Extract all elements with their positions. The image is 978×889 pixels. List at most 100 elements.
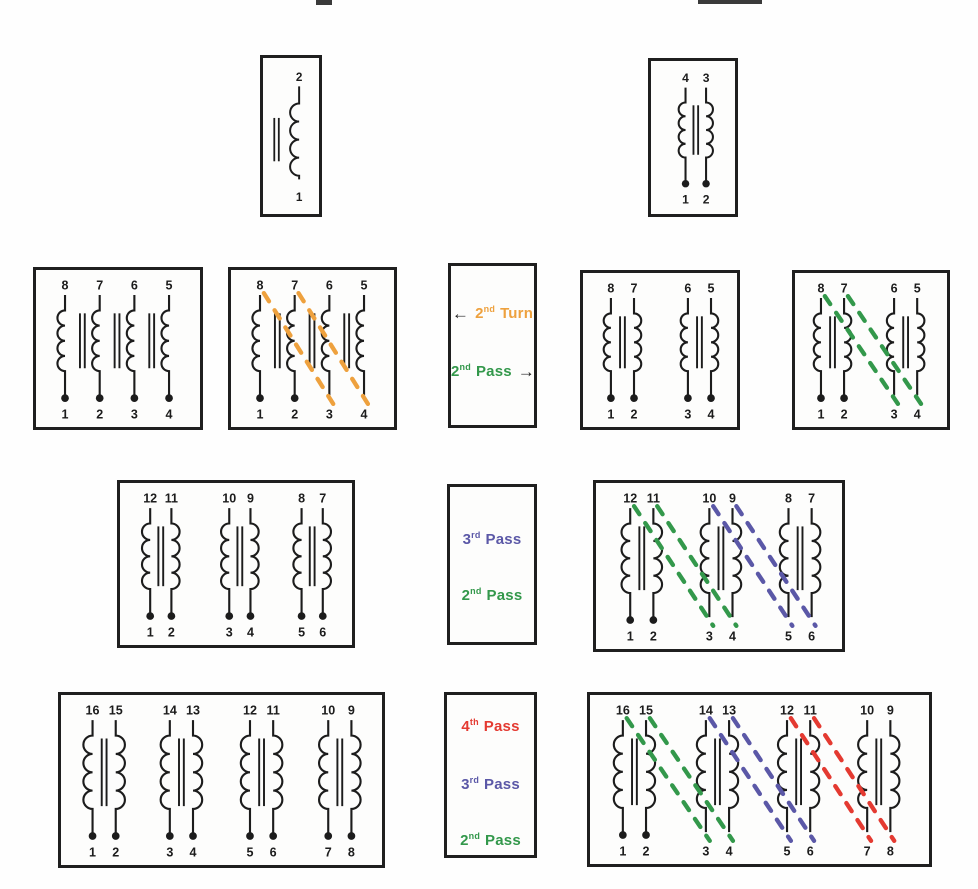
pass-line-orange [261, 290, 336, 407]
pin-number-bottom: 5 [247, 845, 254, 859]
schematic-four-windings-plain: 8 1 7 2 6 3 5 4 [33, 267, 203, 430]
winding-coil [731, 508, 743, 618]
pin-number-bottom: 4 [166, 407, 173, 421]
pin-number-top: 7 [319, 491, 326, 505]
polarity-dot [347, 832, 356, 840]
polarity-dot [189, 832, 197, 840]
legend-row3: 3rd Pass 2nd Pass [447, 484, 537, 645]
cropped-text-artifact [698, 0, 762, 4]
winding-coil [695, 720, 707, 833]
pin-number-top: 6 [684, 281, 691, 295]
legend-word: Turn [500, 305, 534, 322]
winding-coil [239, 720, 252, 834]
pin-number-bottom: 6 [808, 629, 815, 643]
pin-number-bottom: 4 [190, 845, 197, 859]
polarity-dot [318, 612, 327, 620]
polarity-dot [630, 394, 638, 402]
schematic-one-pair: 4 1 3 2 [648, 58, 738, 217]
pin-number-bottom: 2 [631, 407, 638, 421]
pin-number-bottom: 1 [62, 407, 69, 421]
legend-ordinal: 3 [461, 776, 470, 793]
polarity-dot [146, 612, 155, 620]
schematic-drawing: 21 [273, 71, 303, 204]
polarity-dot [167, 612, 176, 620]
winding-coil [632, 298, 643, 396]
legend-ordinal: 2 [451, 363, 460, 380]
pin-number-bottom: 1 [627, 629, 634, 643]
winding-coil [251, 295, 262, 396]
polarity-dot [607, 394, 615, 402]
polarity-dot [95, 394, 104, 402]
pin-number-bottom: 4 [726, 844, 733, 858]
pin-number-bottom: 1 [257, 407, 264, 421]
pin-number-bottom: 4 [361, 407, 368, 421]
pin-number-top: 9 [247, 491, 254, 505]
winding-coil [699, 508, 711, 618]
legend-label: 2nd Pass [447, 831, 534, 849]
pass-line-red [788, 716, 874, 843]
pin-number-bottom: 4 [914, 407, 921, 421]
winding-coil [843, 298, 853, 396]
schematic-drawing: 8 1 7 2 6 3 5 4 [56, 278, 173, 421]
winding-coil [159, 720, 171, 834]
pin-number-bottom: 1 [89, 845, 96, 859]
pin-number-top: 15 [109, 703, 123, 717]
winding-coil [644, 720, 657, 833]
legend-row2: ← 2nd Turn 2nd Pass → [448, 263, 537, 428]
winding-coil [728, 720, 740, 833]
legend-word: Pass [486, 587, 523, 604]
pass-line-blue [707, 716, 794, 843]
polarity-dot [649, 616, 658, 624]
pin-number-top: 12 [623, 491, 637, 505]
pin-number-bottom: 3 [131, 407, 138, 421]
pin-number-bottom: 3 [702, 844, 709, 858]
pin-number-bottom: 2 [703, 192, 710, 206]
polarity-dot [165, 832, 174, 840]
winding-coil [776, 720, 789, 833]
legend-ordinal-suffix: rd [469, 775, 480, 785]
pass-line-green [845, 293, 924, 407]
legend-ordinal-suffix: nd [483, 304, 496, 314]
winding-coil [677, 87, 687, 181]
polarity-dot [256, 394, 264, 402]
pin-number-top: 8 [817, 281, 824, 295]
polarity-dot [324, 832, 333, 840]
legend-word: Pass [483, 718, 520, 735]
winding-coil [318, 720, 330, 834]
schematic-drawing: 8 1 7 2 6 3 5 4 [251, 278, 371, 421]
winding-coil [602, 298, 612, 396]
schematic-two-pairs-plain: 8 1 7 2 6 3 5 4 [580, 270, 740, 430]
legend-ordinal: 2 [461, 587, 471, 604]
left-arrow-icon: ← [451, 304, 470, 323]
polarity-dot [269, 832, 278, 840]
polarity-dot [702, 179, 710, 188]
pin-number-top: 6 [891, 281, 898, 295]
pin-number-top: 3 [703, 71, 710, 85]
legend-ordinal: 3 [462, 531, 472, 548]
schematic-two-pairs-second-pass: 8 1 7 2 6 3 5 4 [792, 270, 950, 430]
winding-coil [141, 508, 152, 614]
winding-coil [272, 720, 284, 834]
pin-number-top: 4 [682, 71, 689, 85]
pin-number-bottom: 3 [226, 625, 233, 639]
pin-number-top: 5 [166, 278, 173, 292]
winding-coil [679, 298, 689, 396]
pin-number-bottom: 1 [607, 407, 614, 421]
pin-number-top: 6 [131, 278, 138, 292]
winding-coil [810, 508, 822, 618]
pin-number-bottom: 6 [270, 845, 277, 859]
pin-number-bottom: 2 [112, 845, 119, 859]
winding-coil [778, 508, 790, 618]
polarity-dot [88, 832, 97, 840]
pin-number-bottom: 3 [891, 407, 898, 421]
pin-number-top: 11 [647, 491, 660, 505]
pin-number-bottom: 1 [682, 192, 689, 206]
pass-line-orange [296, 290, 371, 407]
pin-number-bottom: 6 [319, 625, 326, 639]
pin-number-top: 12 [243, 703, 257, 717]
legend-label: 3rd Pass [447, 775, 534, 793]
polarity-dot [297, 612, 306, 620]
winding-coil [56, 295, 67, 396]
pin-number-bottom: 1 [296, 191, 303, 204]
